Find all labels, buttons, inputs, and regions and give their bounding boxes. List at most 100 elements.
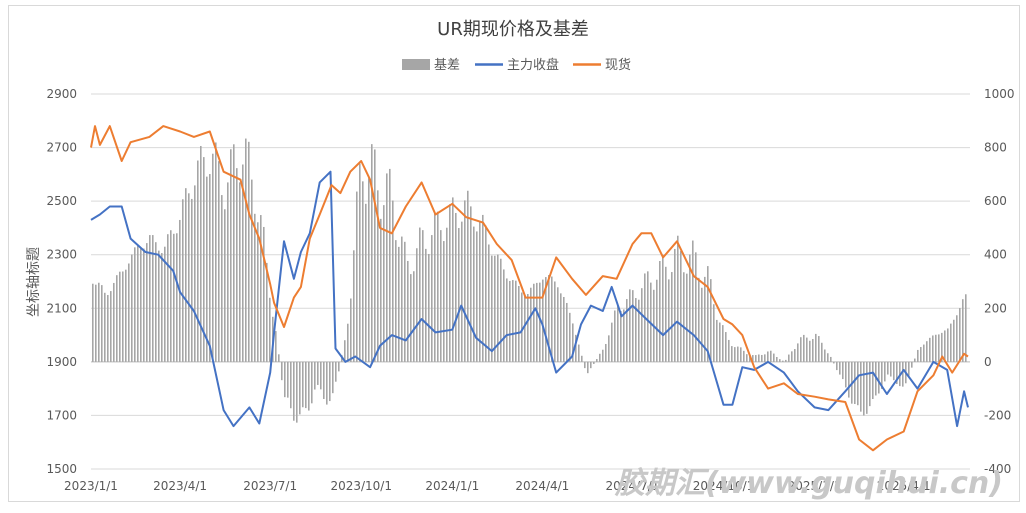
basis-bar: [827, 353, 829, 362]
basis-bar: [404, 241, 406, 362]
basis-bar: [620, 310, 622, 362]
basis-bar: [932, 335, 934, 362]
basis-bar: [476, 231, 478, 362]
basis-bar: [902, 361, 904, 387]
basis-bar: [791, 351, 793, 362]
basis-bar: [143, 248, 145, 362]
basis-bar: [107, 295, 109, 362]
basis-bar: [515, 280, 517, 362]
basis-bar: [167, 234, 169, 362]
basis-bar: [455, 212, 457, 362]
basis-bar: [815, 333, 817, 362]
basis-bar: [224, 209, 226, 362]
basis-bar: [680, 250, 682, 362]
basis-bar: [797, 343, 799, 362]
basis-bar: [509, 280, 511, 362]
basis-bar: [494, 255, 496, 362]
basis-bar: [464, 200, 466, 362]
basis-bar: [830, 356, 832, 362]
basis-bar: [356, 191, 358, 362]
basis-bar: [185, 188, 187, 362]
spot-price-line: [90, 125, 969, 452]
basis-bar: [401, 236, 403, 362]
basis-bar: [95, 284, 97, 362]
basis-bar: [701, 287, 703, 362]
basis-bar: [284, 361, 286, 398]
basis-bar: [836, 361, 838, 371]
basis-bar: [335, 361, 337, 382]
basis-bar: [749, 355, 751, 362]
basis-bar: [347, 323, 349, 362]
basis-bar: [161, 253, 163, 362]
y-tick-right: 800: [984, 141, 1007, 155]
basis-bar: [788, 354, 790, 362]
basis-bar: [590, 361, 592, 369]
basis-bar: [689, 254, 691, 362]
basis-bar: [569, 312, 571, 362]
basis-bars: [92, 138, 967, 423]
basis-bar: [302, 361, 304, 408]
basis-bar: [929, 337, 931, 362]
basis-bar: [704, 276, 706, 362]
basis-bar: [674, 248, 676, 362]
basis-bar: [416, 248, 418, 362]
basis-bar: [764, 354, 766, 362]
x-tick: 2023/4/1: [153, 479, 207, 493]
legend-label-spot: 现货: [605, 57, 631, 73]
basis-bar: [467, 190, 469, 362]
chart-title: UR期现价格及基差: [437, 19, 589, 40]
basis-bar: [677, 235, 679, 362]
basis-bar: [869, 361, 871, 407]
basis-bar: [119, 271, 121, 362]
basis-bar: [176, 233, 178, 362]
basis-bar: [326, 361, 328, 405]
basis-bar: [329, 361, 331, 402]
basis-bar: [98, 282, 100, 362]
basis-bar: [881, 361, 883, 389]
basis-bar: [422, 230, 424, 362]
basis-bar: [332, 361, 334, 394]
basis-bar: [803, 334, 805, 362]
basis-bar: [884, 361, 886, 382]
basis-bar: [740, 347, 742, 362]
basis-bar: [368, 178, 370, 362]
basis-bar: [239, 182, 241, 362]
basis-bar: [164, 246, 166, 362]
basis-bar: [725, 332, 727, 362]
basis-bar: [170, 230, 172, 362]
basis-bar: [671, 272, 673, 362]
basis-bar: [581, 355, 583, 362]
basis-bar: [593, 361, 595, 364]
basis-bar: [131, 254, 133, 362]
basis-bar: [380, 218, 382, 362]
basis-bar: [722, 325, 724, 362]
basis-bar: [731, 346, 733, 362]
basis-bar: [563, 296, 565, 362]
x-tick: 2024/7/1: [606, 479, 660, 493]
basis-bar: [275, 331, 277, 362]
basis-bar: [101, 285, 103, 362]
basis-bar: [761, 354, 763, 362]
basis-bar: [251, 179, 253, 362]
basis-bar: [845, 361, 847, 388]
x-tick: 2023/7/1: [243, 479, 297, 493]
basis-bar: [686, 273, 688, 362]
basis-bar: [767, 351, 769, 362]
basis-bar: [218, 161, 220, 362]
y-tick-left: 2300: [46, 248, 77, 262]
x-tick: 2023/10/1: [330, 479, 392, 493]
basis-bar: [317, 361, 319, 385]
price-lines: [90, 125, 969, 452]
basis-bar: [551, 276, 553, 362]
basis-bar: [413, 271, 415, 362]
basis-bar: [656, 279, 658, 362]
basis-bar: [755, 355, 757, 362]
basis-bar: [524, 296, 526, 362]
basis-bar: [140, 248, 142, 362]
basis-bar: [857, 361, 859, 406]
basis-bar: [794, 349, 796, 362]
basis-bar: [359, 163, 361, 362]
basis-bar: [149, 235, 151, 362]
basis-bar: [965, 294, 967, 362]
